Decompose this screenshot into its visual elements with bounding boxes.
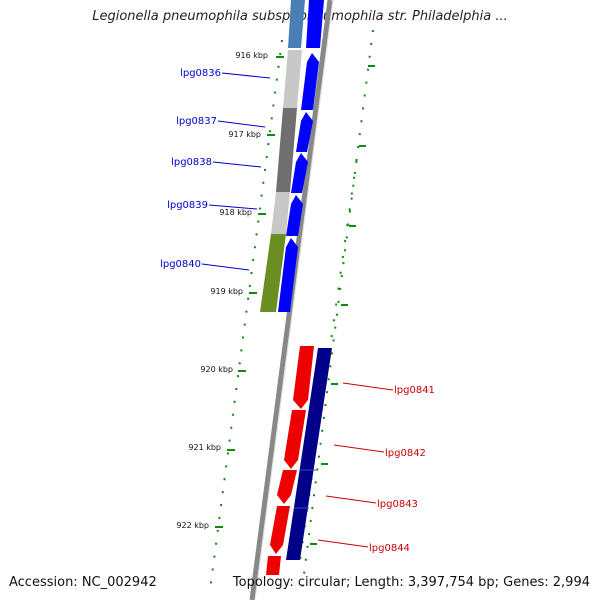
gene-labels-reverse: lpg0841 lpg0842 lpg0843 lpg0844 xyxy=(317,382,435,554)
forward-arrow-1 xyxy=(301,53,319,110)
right-strand-ticks xyxy=(310,65,375,545)
reverse-companion-block xyxy=(286,348,332,560)
gene-label-lpg0839[interactable]: lpg0839 xyxy=(167,200,208,211)
gene-label-lpg0841[interactable]: lpg0841 xyxy=(394,385,435,396)
tick-label-921: 921 kbp xyxy=(188,443,221,452)
tick-label-918: 918 kbp xyxy=(219,208,252,217)
reverse-arrow-5 xyxy=(266,556,281,575)
forward-arrow-4 xyxy=(286,195,303,236)
left-dotted-guide xyxy=(209,39,283,591)
reverse-arrow-3 xyxy=(277,470,297,504)
accession-text: Accession: NC_002942 xyxy=(9,575,157,590)
reverse-arrow-2 xyxy=(284,410,306,469)
forward-arrow-0 xyxy=(306,0,324,48)
forward-arrow-2 xyxy=(296,112,313,152)
genome-backbone-highlight xyxy=(254,0,334,600)
gene-block-lpg0835-steel xyxy=(288,0,305,48)
reverse-arrow-1 xyxy=(293,346,314,409)
gene-label-lpg0840[interactable]: lpg0840 xyxy=(160,259,201,270)
gene-block-lpg0839 xyxy=(271,192,290,234)
reverse-strand xyxy=(266,346,314,575)
forward-arrow-5 xyxy=(278,238,298,312)
tick-label-919: 919 kbp xyxy=(210,287,243,296)
gene-label-lpg0836[interactable]: lpg0836 xyxy=(180,68,221,79)
gene-label-lpg0843[interactable]: lpg0843 xyxy=(377,499,418,510)
forward-arrow-3 xyxy=(291,153,308,193)
gene-label-lpg0838[interactable]: lpg0838 xyxy=(171,157,212,168)
tick-label-920: 920 kbp xyxy=(200,365,233,374)
right-dotted-guide xyxy=(301,29,374,591)
forward-strand xyxy=(278,0,324,312)
gene-label-lpg0842[interactable]: lpg0842 xyxy=(385,448,426,459)
gene-block-lpg0837 xyxy=(276,108,297,192)
gene-block-lpg0836 xyxy=(283,50,302,108)
tick-label-922: 922 kbp xyxy=(176,521,209,530)
tick-label-917: 917 kbp xyxy=(228,130,261,139)
coordinate-ticks: 916 kbp 917 kbp 918 kbp 919 kbp 920 kbp … xyxy=(176,51,284,530)
gene-block-lpg0840 xyxy=(260,234,286,312)
topology-text: Topology: circular; Length: 3,397,754 bp… xyxy=(232,575,590,590)
reverse-arrow-4 xyxy=(270,506,290,554)
tick-label-916: 916 kbp xyxy=(235,51,268,60)
gene-label-lpg0844[interactable]: lpg0844 xyxy=(369,543,410,554)
gene-label-lpg0837[interactable]: lpg0837 xyxy=(176,116,217,127)
gene-labels-forward: lpg0836 lpg0837 lpg0838 lpg0839 lpg0840 xyxy=(160,68,271,271)
